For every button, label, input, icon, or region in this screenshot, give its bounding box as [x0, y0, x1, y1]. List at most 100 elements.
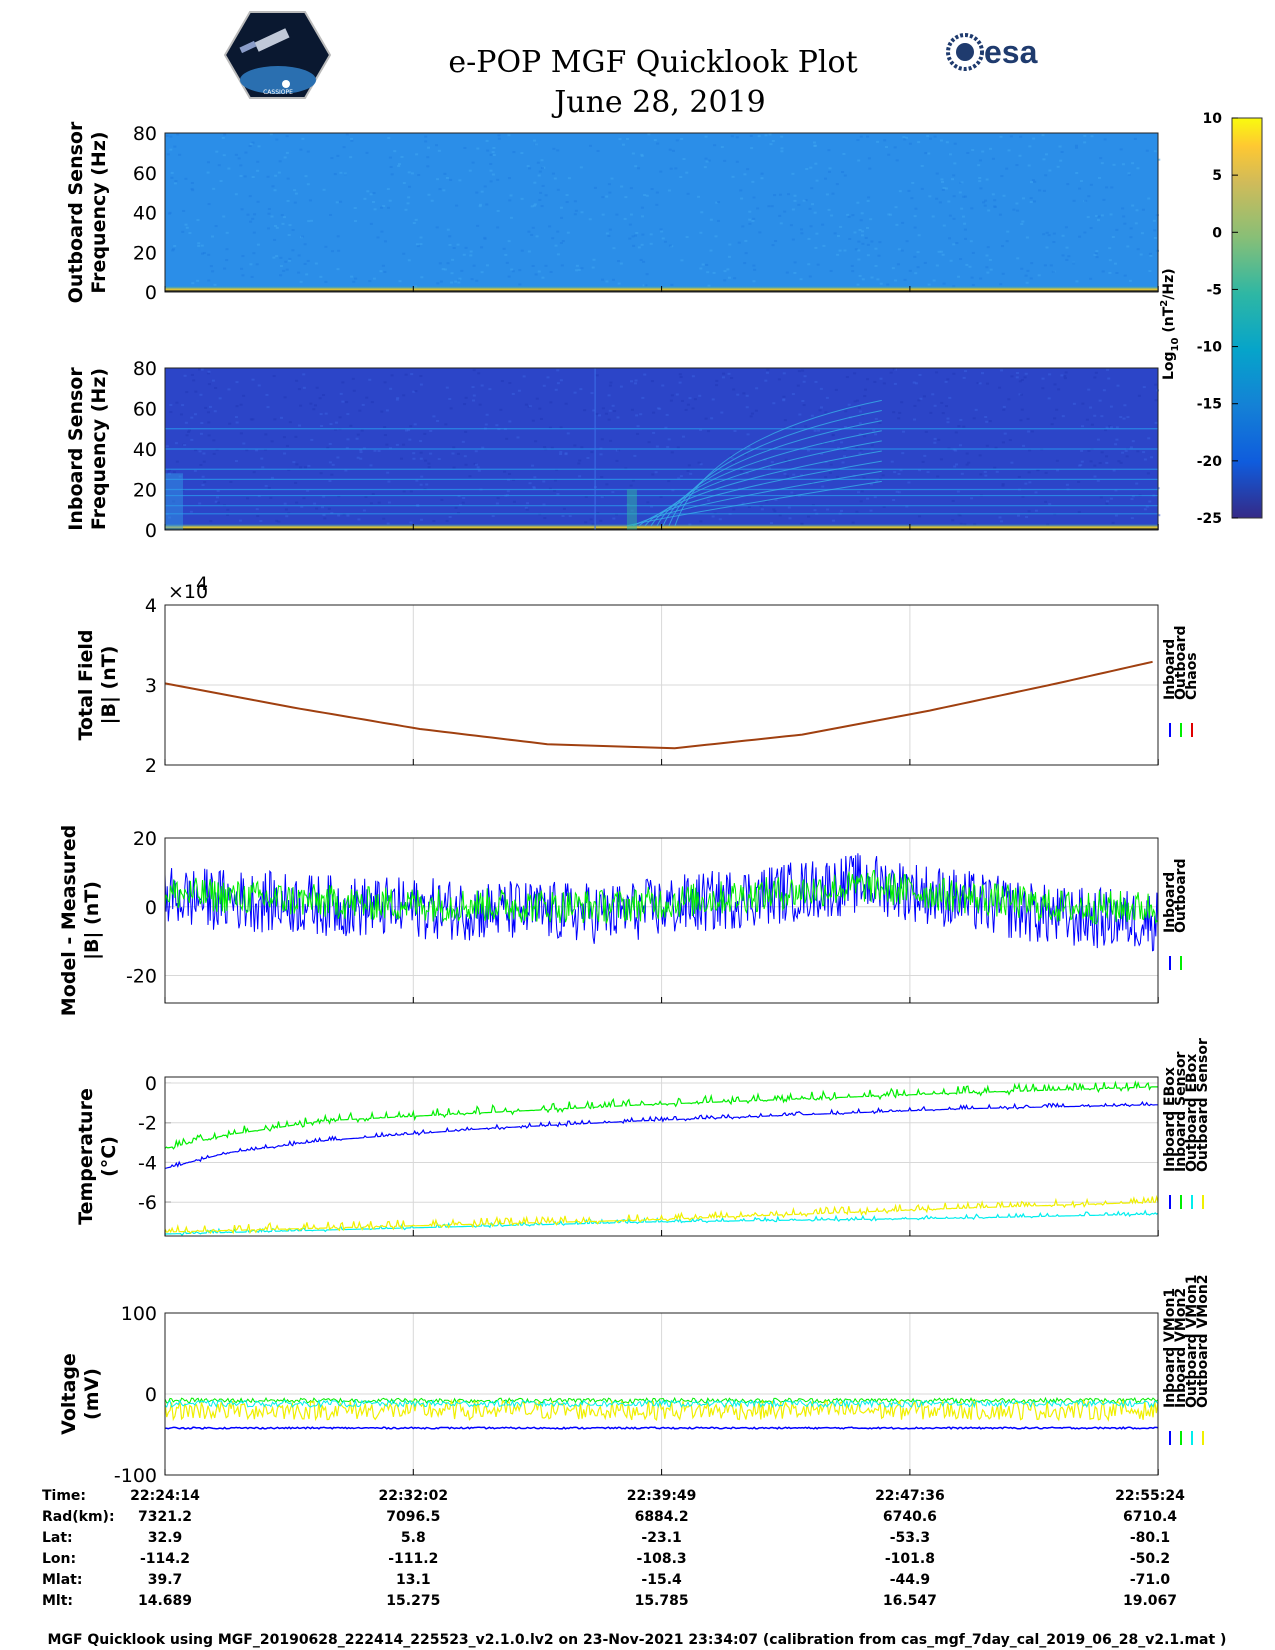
- y-tick-label: 40: [133, 203, 157, 225]
- plot-date: June 28, 2019: [551, 85, 766, 120]
- colorbar-tick-label: -15: [1197, 397, 1222, 413]
- legend-entry: Inboard: [1162, 872, 1178, 933]
- y-tick-label: -6: [138, 1192, 157, 1214]
- ephemeris-cell: -80.1: [1130, 1530, 1170, 1546]
- ephemeris-row-label: Mlat:: [42, 1572, 82, 1588]
- legend-entry: Inboard Sensor: [1173, 1051, 1189, 1172]
- inboard-ebox-temperature-line: [164, 1100, 1158, 1169]
- ephemeris-cell: -108.3: [637, 1551, 687, 1567]
- ephemeris-row-label: Rad(km):: [42, 1509, 115, 1525]
- y-axis-label: (°C): [98, 1136, 120, 1177]
- ephemeris-cell: -53.3: [890, 1530, 930, 1546]
- y-axis-label: |B| (nT): [81, 881, 103, 960]
- y-tick-label: 0: [145, 520, 157, 542]
- legend-entry: Outboard VMon1: [1184, 1274, 1200, 1408]
- outboard-ebox-temperature-line: [165, 1209, 1159, 1236]
- y-axis-label: |B| (nT): [98, 646, 120, 725]
- inboard-sensor-temperature-line: [164, 1080, 1158, 1150]
- ephemeris-cell: 15.275: [386, 1593, 440, 1609]
- outboard-sensor-temperature-line: [164, 1194, 1159, 1235]
- ephemeris-cell: 22:32:02: [378, 1488, 448, 1504]
- legend-entry: Outboard VMon2: [1195, 1274, 1211, 1408]
- exponent-label: ×10: [168, 581, 208, 603]
- ephemeris-cell: 6740.6: [883, 1509, 937, 1525]
- y-tick-label: 0: [145, 1073, 157, 1095]
- ephemeris-row-label: Lon:: [42, 1551, 76, 1567]
- ephemeris-cell: 22:47:36: [875, 1488, 945, 1504]
- colorbar-scale: [1231, 117, 1263, 519]
- y-tick-label: -4: [138, 1152, 157, 1174]
- y-tick-label: 0: [145, 897, 157, 919]
- y-tick-label: 100: [121, 1303, 157, 1325]
- ephemeris-row-label: Mlt:: [42, 1593, 73, 1609]
- legend-entry: Chaos: [1184, 652, 1200, 700]
- temperature: 0 -2 -4 -6 Temperature (°C) Inboard EBoxInboar…: [75, 1038, 1211, 1237]
- y-axis-label: Outboard Sensor: [65, 121, 87, 303]
- outboard-vmon1-voltage-line: [164, 1398, 1159, 1409]
- y-axis-label: Temperature: [75, 1088, 97, 1225]
- ephemeris-cell: 22:39:49: [627, 1488, 697, 1504]
- ephemeris-table: Time: 22:24:14 22:32:02 22:39:49 22:47:36 22:…: [42, 1488, 1185, 1609]
- legend-entry: Inboard EBox: [1162, 1067, 1178, 1172]
- y-axis-label: Total Field: [75, 629, 97, 740]
- y-tick-label: 0: [145, 282, 157, 304]
- y-axis-label: Voltage: [58, 1353, 80, 1435]
- ephemeris-cell: -15.4: [641, 1572, 682, 1588]
- outboard-spectrogram: 80 60 40 20 0 Outboard Sensor Frequency (Hz): [65, 121, 1161, 304]
- y-tick-label: -2: [138, 1113, 157, 1135]
- ephemeris-cell: 13.1: [396, 1572, 431, 1588]
- ephemeris-cell: 16.547: [883, 1593, 937, 1609]
- colorbar-tick-label: -10: [1197, 340, 1223, 356]
- y-tick-label: 2: [145, 755, 157, 777]
- legend-entry: Outboard: [1173, 625, 1189, 700]
- y-tick-label: -100: [114, 1465, 157, 1487]
- ephemeris-cell: -111.2: [388, 1551, 438, 1567]
- inboard-spectrogram: 80 60 40 20 0 Inboard Sensor Frequency (Hz): [65, 358, 1161, 542]
- spectrogram-background: [165, 133, 1158, 292]
- y-tick-label: 40: [133, 439, 157, 461]
- ephemeris-row-label: Lat:: [42, 1530, 73, 1546]
- esa-logo: esa: [946, 33, 1038, 71]
- legend-entry: Inboard VMon2: [1173, 1288, 1189, 1408]
- ephemeris-cell: 15.785: [635, 1593, 689, 1609]
- colorbar: 10 5 0 -5 -10 -15 -20 -25 Log10 (nT2/Hz): [1159, 111, 1263, 527]
- ephemeris-cell: 5.8: [401, 1530, 426, 1546]
- ephemeris-cell: 7096.5: [386, 1509, 440, 1525]
- ephemeris-cell: -101.8: [885, 1551, 935, 1567]
- ephemeris-cell: 19.067: [1123, 1593, 1177, 1609]
- ephemeris-cell: -50.2: [1130, 1551, 1170, 1567]
- y-tick-label: 60: [133, 399, 157, 421]
- y-tick-label: 60: [133, 163, 157, 185]
- y-tick-label: 80: [133, 123, 157, 145]
- ephemeris-cell: 39.7: [148, 1572, 183, 1588]
- y-tick-label: 3: [145, 675, 157, 697]
- legend-entry: Outboard Sensor: [1195, 1038, 1211, 1172]
- ephemeris-row-label: Time:: [42, 1488, 86, 1504]
- y-tick-label: 20: [133, 828, 157, 850]
- ephemeris-cell: 22:55:24: [1115, 1488, 1185, 1504]
- legend-entry: Inboard VMon1: [1162, 1288, 1178, 1408]
- ephemeris-cell: 6884.2: [635, 1509, 689, 1525]
- ephemeris-cell: 22:24:14: [130, 1488, 200, 1504]
- y-axis-label: Inboard Sensor: [65, 367, 87, 531]
- inboard-vmon1-voltage-line: [165, 1426, 1159, 1430]
- ephemeris-cell: 7321.2: [138, 1509, 192, 1525]
- cassiope-logo: CASSIOPE: [223, 11, 332, 99]
- exponent-power: 4: [196, 573, 208, 595]
- ephemeris-cell: -44.9: [890, 1572, 930, 1588]
- esa-logo-text: esa: [984, 34, 1038, 70]
- y-axis-label: (mV): [81, 1368, 103, 1420]
- y-tick-label: 20: [133, 480, 157, 502]
- y-tick-label: 20: [133, 242, 157, 264]
- inboard-vmon2-voltage-line: [164, 1396, 1159, 1405]
- ephemeris-cell: 14.689: [138, 1593, 192, 1609]
- legend-entry: Outboard EBox: [1184, 1054, 1200, 1172]
- ephemeris-cell: -71.0: [1130, 1572, 1171, 1588]
- outboard-residual-line: [164, 869, 1159, 925]
- y-tick-label: 80: [133, 358, 157, 380]
- colorbar-label: Log10 (nT2/Hz): [1159, 268, 1181, 380]
- y-axis-label: Frequency (Hz): [88, 368, 110, 530]
- colorbar-tick-label: 0: [1212, 225, 1222, 241]
